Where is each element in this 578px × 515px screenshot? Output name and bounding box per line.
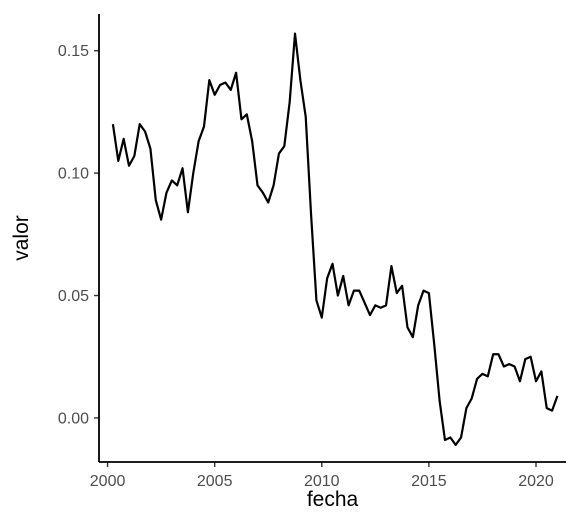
y-tick-label: 0.15 [58,43,89,60]
series-line-0 [111,32,559,446]
x-tick-label: 2005 [197,473,233,490]
y-tick-label: 0.00 [58,410,89,427]
y-axis-ticks: 0.00 0.05 0.10 0.15 [58,43,99,427]
x-tick-label: 2010 [304,473,340,490]
x-tick-label: 2015 [411,473,447,490]
y-tick-label: 0.10 [58,166,89,183]
x-tick-label: 2000 [90,473,126,490]
x-axis-title: fecha [307,488,359,511]
x-tick-label: 2020 [518,473,554,490]
x-axis-ticks: 2000 2005 2010 2015 2020 [90,462,554,490]
plot-area [111,32,559,446]
y-tick-label: 0.05 [58,288,89,305]
y-axis-title: valor [10,215,33,261]
